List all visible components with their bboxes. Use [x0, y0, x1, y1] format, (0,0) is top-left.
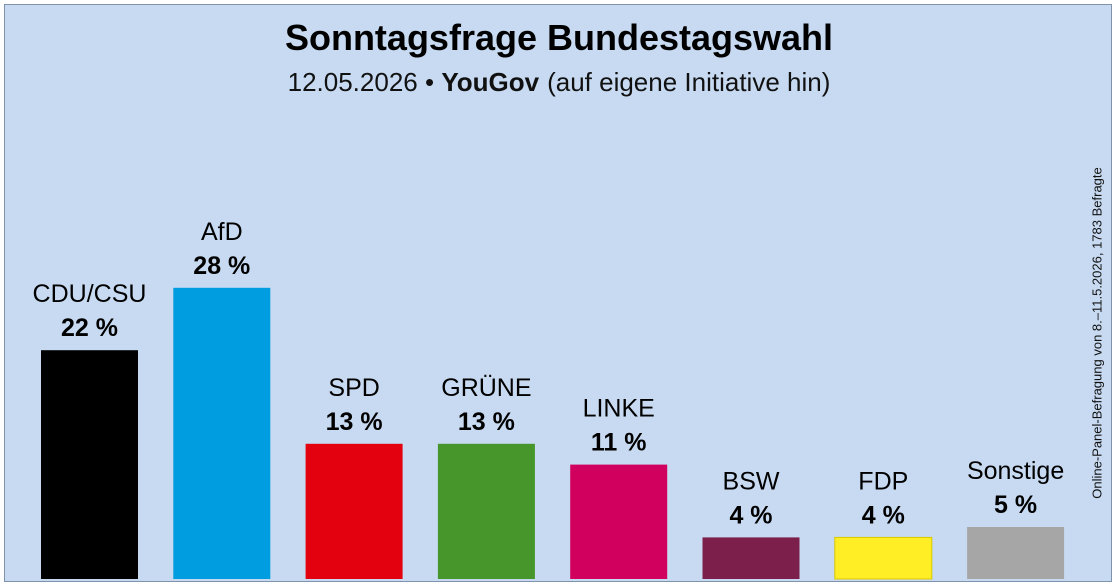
value-label-bsw: 4 % [729, 501, 772, 529]
bar-afd [173, 287, 271, 579]
bar-linke [570, 464, 668, 579]
category-label-bsw: BSW [723, 467, 780, 495]
chart-frame: Sonntagsfrage Bundestagswahl 12.05.2026 … [4, 4, 1112, 582]
chart-title: Sonntagsfrage Bundestagswahl [284, 17, 834, 58]
bar-sonstige [967, 527, 1065, 579]
subtitle-note: (auf eigene Initiative hin) [547, 67, 831, 97]
category-label-fdp: FDP [858, 467, 908, 495]
value-label-linke: 11 % [591, 429, 647, 457]
bar-bsw [702, 537, 800, 579]
bar-spd [305, 443, 403, 579]
bar-grüne [437, 443, 535, 579]
bar-chart: 22 % CDU/CSU 28 % AfD 13 % SPD 13 % GRÜNE 11 % LI… [33, 218, 1065, 580]
bar-cdu-csu [41, 350, 138, 579]
value-label-afd: 28 % [193, 252, 250, 280]
category-label-cdu-csu: CDU/CSU [33, 280, 147, 308]
bars-group [41, 287, 1065, 580]
value-label-fdp: 4 % [862, 501, 905, 529]
poll-date: 12.05.2026 [287, 67, 418, 97]
value-label-spd: 13 % [326, 408, 383, 436]
institute-name: YouGov [441, 67, 540, 97]
category-label-spd: SPD [328, 374, 379, 402]
value-label-grüne: 13 % [458, 408, 515, 436]
category-label-sonstige: Sonstige [967, 457, 1064, 485]
bullet-separator: • [424, 67, 435, 97]
labels-group: 22 % CDU/CSU 28 % AfD 13 % SPD 13 % GRÜNE 11 % LI… [33, 218, 1065, 530]
category-label-linke: LINKE [583, 395, 655, 423]
value-label-sonstige: 5 % [994, 491, 1037, 519]
bar-fdp [834, 536, 933, 580]
category-label-afd: AfD [201, 218, 243, 246]
chart-subtitle: 12.05.2026 • YouGov (auf eigene Initiativ… [5, 67, 1113, 98]
category-label-grüne: GRÜNE [441, 374, 531, 402]
value-label-cdu-csu: 22 % [61, 314, 118, 342]
